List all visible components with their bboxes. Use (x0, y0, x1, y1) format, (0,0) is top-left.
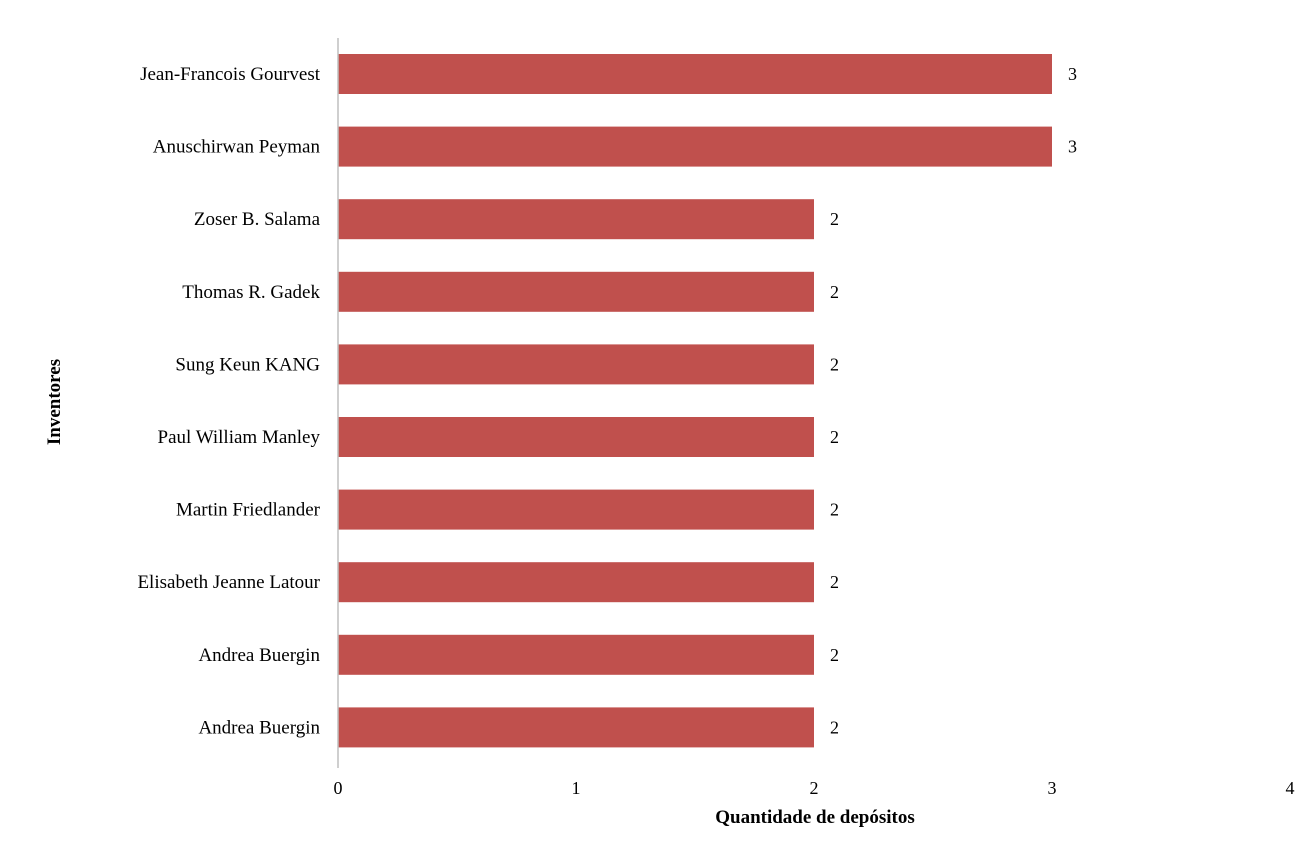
bar (338, 489, 814, 530)
data-label: 2 (830, 572, 839, 592)
data-labels: 3 3 2 2 2 2 2 2 2 2 (830, 64, 1077, 737)
category-label: Andrea Buergin (198, 717, 320, 738)
category-label: Thomas R. Gadek (182, 282, 320, 303)
bar (338, 707, 814, 748)
category-label: Anuschirwan Peyman (153, 137, 321, 158)
bar (338, 344, 814, 385)
bar (338, 562, 814, 603)
data-label: 2 (830, 427, 839, 447)
data-label: 2 (830, 500, 839, 520)
y-axis-title: Inventores (44, 359, 65, 445)
x-tick-label: 3 (1048, 778, 1057, 798)
bar (338, 417, 814, 457)
x-tick-label: 0 (334, 778, 343, 798)
x-tick-labels: 0 1 2 3 4 (334, 778, 1295, 798)
x-axis-title: Quantidade de depósitos (715, 807, 915, 828)
category-label: Paul William Manley (158, 427, 321, 448)
category-label: Zoser B. Salama (194, 209, 321, 230)
data-label: 3 (1068, 64, 1077, 84)
bar (338, 271, 814, 312)
x-tick-label: 2 (810, 778, 819, 798)
bar (338, 126, 1052, 167)
data-label: 2 (830, 282, 839, 302)
bar (338, 54, 1052, 94)
data-label: 2 (830, 354, 839, 374)
category-label: Jean-Francois Gourvest (140, 64, 321, 85)
bars-layer (338, 54, 1052, 748)
category-label: Sung Keun KANG (175, 354, 320, 375)
bar (338, 634, 814, 675)
category-labels: Jean-Francois Gourvest Anuschirwan Peyman… (137, 64, 320, 738)
category-label: Elisabeth Jeanne Latour (137, 572, 320, 593)
data-label: 3 (1068, 137, 1077, 157)
data-label: 2 (830, 717, 839, 737)
x-tick-label: 1 (572, 778, 581, 798)
bar (338, 199, 814, 240)
category-label: Martin Friedlander (176, 500, 321, 521)
data-label: 2 (830, 209, 839, 229)
data-label: 2 (830, 645, 839, 665)
x-tick-label: 4 (1286, 778, 1295, 798)
category-label: Andrea Buergin (198, 645, 320, 666)
